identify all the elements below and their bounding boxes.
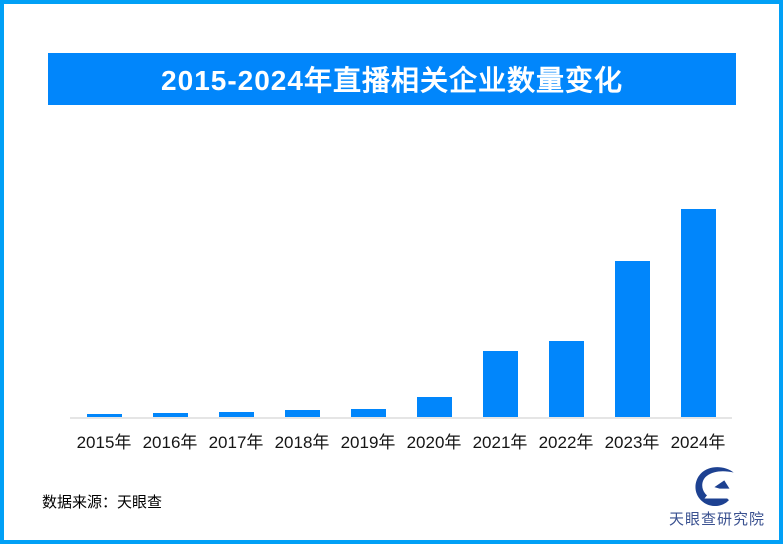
title-banner: 2015-2024年直播相关企业数量变化 (48, 53, 736, 105)
data-source-note: 数据来源：天眼查 (42, 494, 163, 511)
x-axis-line (70, 417, 732, 419)
bar-slot (467, 187, 533, 417)
x-tick-label: 2016年 (142, 433, 198, 452)
x-axis-labels: 2015年 2016年 2017年 2018年 2019年 2020年 2021年 2022年… (71, 428, 731, 453)
chart-title: 2015-2024年直播相关企业数量变化 (161, 65, 623, 96)
bar-chart: 2015年 2016年 2017年 2018年 2019年 2020年 2021年 2022年… (4, 4, 779, 540)
bar-2022年 (548, 341, 584, 417)
bar-slot (533, 187, 599, 417)
bar-slot (335, 187, 401, 417)
bar-2020年 (416, 397, 452, 417)
x-tick-label: 2022年 (538, 433, 594, 452)
bar-row (71, 187, 731, 417)
tianyancha-eye-icon (695, 467, 734, 506)
bar-slot (71, 187, 137, 417)
bar-2024年 (680, 209, 716, 417)
bar-slot (137, 187, 203, 417)
bar-2015年 (86, 413, 122, 417)
bar-slot (269, 187, 335, 417)
x-tick-label: 2023年 (604, 433, 660, 452)
bar-2019年 (350, 409, 386, 417)
bar-2016年 (152, 412, 188, 417)
x-tick-label: 2020年 (406, 433, 462, 452)
bar-slot (203, 187, 269, 417)
bar-2021年 (482, 351, 518, 417)
bar-slot (665, 187, 731, 417)
x-tick-label: 2021年 (472, 433, 528, 452)
x-tick-label: 2024年 (670, 433, 726, 452)
bar-slot (599, 187, 665, 417)
bar-2023年 (614, 261, 650, 417)
bar-2018年 (284, 410, 320, 417)
brand-logo: 天眼查研究院 (662, 464, 772, 529)
x-tick-label: 2019年 (340, 433, 396, 452)
bar-2017年 (218, 411, 254, 417)
x-tick-label: 2017年 (208, 433, 264, 452)
x-tick-label: 2015年 (76, 433, 132, 452)
brand-logo-label: 天眼查研究院 (668, 511, 765, 528)
x-tick-label: 2018年 (274, 433, 330, 452)
bar-slot (401, 187, 467, 417)
